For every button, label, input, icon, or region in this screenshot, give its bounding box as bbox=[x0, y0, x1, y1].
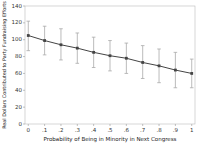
error-bar-stem bbox=[159, 49, 160, 83]
x-tick-label: 1 bbox=[190, 127, 194, 133]
y-tick-label: 40 bbox=[15, 87, 22, 93]
error-bar-cap bbox=[59, 28, 63, 29]
y-tick bbox=[23, 124, 25, 125]
error-bar-cap bbox=[26, 21, 30, 22]
x-tick bbox=[93, 124, 94, 126]
x-tick-label: .1 bbox=[42, 127, 47, 133]
error-bar-cap bbox=[125, 43, 129, 44]
marker bbox=[76, 47, 79, 50]
x-tick-label: .9 bbox=[173, 127, 179, 133]
y-tick-label: 0 bbox=[19, 121, 23, 127]
error-bar-cap bbox=[141, 45, 145, 46]
error-bar-stem bbox=[44, 26, 45, 55]
error-bar bbox=[59, 29, 63, 60]
error-bar bbox=[190, 59, 194, 88]
y-tick-label: 20 bbox=[15, 104, 22, 110]
error-bar-stem bbox=[28, 21, 29, 51]
marker bbox=[109, 54, 112, 57]
y-axis-label: Real Dollars Contributed to Party Fundra… bbox=[1, 1, 8, 129]
error-bar bbox=[125, 43, 129, 73]
marker bbox=[60, 43, 63, 46]
error-bar bbox=[174, 52, 178, 87]
y-tick-label: 140 bbox=[12, 3, 23, 9]
error-bar-cap bbox=[157, 48, 161, 49]
error-bar-cap bbox=[108, 70, 112, 71]
y-tick bbox=[23, 56, 25, 57]
x-tick-label: 0 bbox=[27, 127, 31, 133]
x-tick-label: .7 bbox=[140, 127, 146, 133]
error-bar-cap bbox=[141, 78, 145, 79]
y-tick bbox=[23, 22, 25, 23]
error-bar-stem bbox=[191, 59, 192, 88]
x-tick-label: .5 bbox=[107, 127, 113, 133]
error-bar-cap bbox=[76, 63, 80, 64]
x-axis-label: Probability of Being in Minority in Next… bbox=[44, 136, 177, 143]
error-bar-cap bbox=[190, 59, 194, 60]
line bbox=[28, 36, 191, 74]
x-tick bbox=[110, 124, 111, 126]
x-tick bbox=[28, 124, 29, 126]
marker bbox=[27, 34, 30, 37]
marker bbox=[174, 69, 177, 72]
error-bar-cap bbox=[59, 59, 63, 60]
error-bar-stem bbox=[142, 46, 143, 79]
x-tick-label: .8 bbox=[156, 127, 162, 133]
y-tick bbox=[23, 90, 25, 91]
x-tick-label: .2 bbox=[58, 127, 63, 133]
error-bar-cap bbox=[76, 32, 80, 33]
marker bbox=[141, 61, 144, 64]
error-bar bbox=[76, 33, 80, 63]
error-bar bbox=[92, 37, 96, 67]
marker bbox=[125, 57, 128, 60]
x-tick-label: .3 bbox=[75, 127, 81, 133]
plot-area bbox=[26, 21, 193, 88]
error-bar-cap bbox=[125, 73, 129, 74]
error-bar-stem bbox=[60, 29, 61, 60]
x-tick bbox=[44, 124, 45, 126]
error-bar-cap bbox=[174, 87, 178, 88]
y-tick-label: 80 bbox=[15, 53, 22, 59]
y-tick bbox=[23, 107, 25, 108]
x-tick bbox=[159, 124, 160, 126]
y-tick-label: 120 bbox=[12, 19, 23, 25]
error-bar bbox=[141, 46, 145, 79]
error-bar bbox=[43, 26, 47, 55]
error-bar-stem bbox=[77, 33, 78, 63]
marker bbox=[158, 64, 161, 67]
error-bar-stem bbox=[110, 41, 111, 71]
x-tick bbox=[175, 124, 176, 126]
marker bbox=[190, 72, 193, 75]
y-tick-label: 100 bbox=[12, 36, 23, 42]
x-tick bbox=[77, 124, 78, 126]
chart: 0 20 40 60 80 100 120 140 0 .1 .2 .3 .4 .5 .6 .7 .8 .9 1 Pr… bbox=[0, 0, 200, 145]
error-bar-cap bbox=[174, 52, 178, 53]
error-bar-stem bbox=[175, 52, 176, 87]
error-bar-cap bbox=[92, 67, 96, 68]
y-tick-label: 60 bbox=[15, 70, 22, 76]
error-bar-cap bbox=[43, 54, 47, 55]
error-bar bbox=[108, 41, 112, 71]
error-bar-cap bbox=[157, 82, 161, 83]
plot-frame bbox=[25, 6, 195, 124]
marker bbox=[92, 51, 95, 54]
x-tick bbox=[191, 124, 192, 126]
error-bar bbox=[157, 49, 161, 83]
y-tick bbox=[23, 39, 25, 40]
error-bar-stem bbox=[126, 43, 127, 73]
error-bar-cap bbox=[190, 87, 194, 88]
x-tick bbox=[126, 124, 127, 126]
x-tick-label: .4 bbox=[91, 127, 97, 133]
error-bar-stem bbox=[93, 37, 94, 67]
y-tick bbox=[23, 6, 25, 7]
error-bar bbox=[26, 21, 30, 51]
y-tick bbox=[23, 73, 25, 74]
marker bbox=[43, 39, 46, 42]
x-tick bbox=[60, 124, 61, 126]
x-tick bbox=[142, 124, 143, 126]
error-bar-cap bbox=[92, 37, 96, 38]
error-bar-cap bbox=[43, 26, 47, 27]
x-tick-label: .6 bbox=[124, 127, 130, 133]
error-bar-cap bbox=[108, 40, 112, 41]
error-bar-cap bbox=[26, 50, 30, 51]
